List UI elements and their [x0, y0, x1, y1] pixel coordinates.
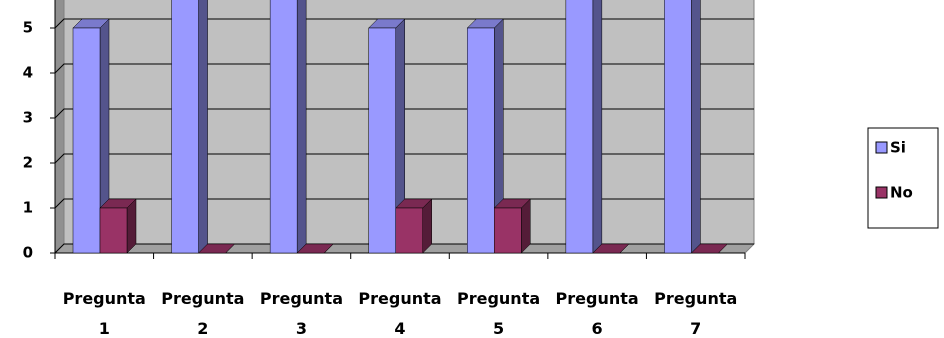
- bar-front: [269, 0, 298, 254]
- side-wall: [54, 0, 65, 255]
- bar-side: [296, 0, 307, 254]
- bar: [592, 243, 630, 254]
- x-tick-label: Pregunta 1: [62, 289, 146, 338]
- legend-label: No: [890, 184, 913, 202]
- grid-line: [54, 153, 754, 164]
- y-tick-label: 4: [23, 64, 33, 82]
- bar-top: [296, 243, 334, 254]
- bar-side: [422, 198, 432, 254]
- bar-front: [565, 0, 594, 254]
- bar: [493, 198, 531, 254]
- bar: [690, 243, 729, 254]
- x-tick-label: Pregunta 4: [358, 289, 442, 338]
- x-tick-label: Pregunta 5: [456, 289, 541, 338]
- bar-side: [126, 198, 137, 254]
- bar: [171, 0, 208, 254]
- bar-front: [171, 0, 199, 254]
- bar-front: [664, 0, 692, 254]
- bar-front: [99, 207, 128, 254]
- y-tick-label: 1: [23, 199, 33, 217]
- bar-side: [198, 0, 208, 254]
- bar: [466, 18, 504, 254]
- legend-swatch: [875, 186, 888, 199]
- bar-top: [690, 243, 729, 254]
- x-tick-label: Pregunta 7: [654, 289, 738, 338]
- bar-side: [691, 0, 701, 254]
- grid-line: [54, 63, 754, 74]
- bar: [395, 198, 433, 254]
- grid-line: [54, 108, 754, 119]
- bar: [197, 243, 236, 254]
- bar-side: [521, 198, 531, 254]
- y-tick-label: 0: [23, 244, 33, 262]
- grid-line: [54, 18, 754, 29]
- bar: [72, 18, 110, 254]
- x-tick-label: Pregunta 6: [555, 289, 639, 338]
- legend-label: Si: [890, 139, 906, 157]
- bar: [664, 0, 701, 254]
- bar-side: [592, 0, 603, 254]
- bar-front: [467, 27, 495, 254]
- x-tick-label: Pregunta 3: [259, 289, 343, 338]
- legend-swatch: [875, 141, 888, 154]
- y-tick-label: 3: [23, 109, 33, 127]
- bar: [296, 243, 334, 254]
- bar-top: [197, 243, 236, 254]
- bar: [99, 198, 137, 254]
- bar-front: [395, 207, 423, 254]
- bar: [269, 0, 307, 254]
- x-tick-label: Pregunta 2: [161, 289, 245, 338]
- bar-front: [494, 207, 522, 254]
- bar: [565, 0, 603, 254]
- bar-front: [72, 27, 101, 254]
- y-tick-label: 2: [23, 154, 33, 172]
- y-tick-label: 5: [23, 19, 33, 37]
- bar-top: [592, 243, 630, 254]
- bar-front: [368, 27, 396, 254]
- bar: [368, 18, 406, 254]
